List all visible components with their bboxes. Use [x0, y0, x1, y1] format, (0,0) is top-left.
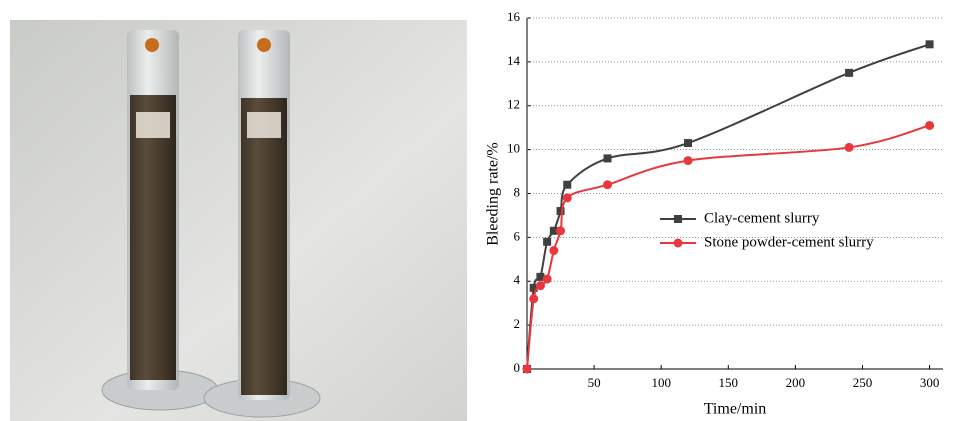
y-tick-label: 10: [507, 141, 520, 156]
series-line: [527, 44, 930, 369]
page: {"chart_data": {"type": "scatter", "x_la…: [0, 0, 955, 421]
marker: [536, 281, 545, 290]
y-tick-label: 2: [514, 316, 521, 331]
y-tick-label: 0: [514, 360, 521, 375]
marker: [925, 121, 934, 130]
marker: [543, 238, 551, 246]
marker: [563, 181, 571, 189]
legend-label: Clay-cement slurry: [704, 210, 820, 226]
x-tick-label: 150: [719, 375, 739, 390]
marker: [684, 156, 693, 165]
marker: [523, 365, 532, 374]
x-tick-label: 100: [651, 375, 671, 390]
x-tick-label: 200: [786, 375, 806, 390]
marker: [604, 154, 612, 162]
marker: [845, 69, 853, 77]
legend-marker: [674, 215, 682, 223]
x-tick-label: 250: [853, 375, 873, 390]
marker: [845, 143, 854, 152]
x-tick-label: 300: [920, 375, 940, 390]
chart: Time/min Bleeding rate/% 0 2 4 6 8 10 12 14 16 50…: [485, 9, 943, 418]
x-axis-label: Time/min: [704, 401, 767, 418]
y-tick-label: 8: [514, 184, 521, 199]
marker: [926, 40, 934, 48]
photo: [10, 20, 467, 421]
marker: [563, 193, 572, 202]
legend-marker: [674, 239, 683, 248]
legend-label: Stone powder-cement slurry: [704, 234, 874, 250]
y-tick-label: 4: [514, 272, 521, 287]
x-tick-label: 50: [588, 375, 601, 390]
marker: [543, 275, 552, 284]
y-axis-label: Bleeding rate/%: [485, 142, 502, 246]
marker: [684, 139, 692, 147]
marker: [556, 226, 565, 235]
marker: [603, 180, 612, 189]
y-tick-label: 12: [507, 97, 520, 112]
y-tick-label: 14: [507, 53, 521, 68]
y-tick-label: 6: [514, 228, 521, 243]
marker: [549, 246, 558, 255]
marker: [529, 294, 538, 303]
figure: Time/min Bleeding rate/% 0 2 4 6 8 10 12 14 16 50…: [0, 0, 955, 421]
y-tick-label: 16: [507, 9, 521, 24]
